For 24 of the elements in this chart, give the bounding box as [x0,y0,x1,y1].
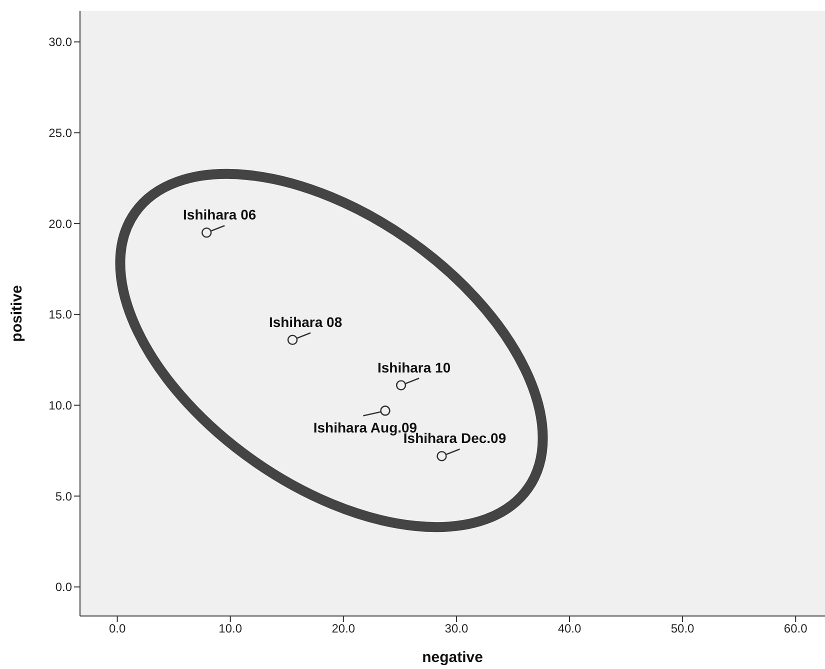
x-tick-label: 10.0 [218,622,242,636]
point [201,228,212,238]
y-tick-label: 0.0 [55,580,72,594]
x-tick-label: 40.0 [558,622,582,636]
x-axis-title: negative [422,649,483,666]
y-tick-label: 10.0 [48,398,72,413]
x-tick-label: 50.0 [670,622,695,636]
point [287,334,298,345]
y-tick-label: 20.0 [48,216,72,231]
annotation: Ishihara 10 [377,359,451,376]
point [396,380,406,390]
x-tick-label: 30.0 [444,622,468,636]
y-tick-label: 25.0 [48,126,72,140]
x-tick-label: 20.0 [332,622,356,636]
point [380,406,390,416]
y-axis-title: positive [8,285,26,342]
y-tick-label: 15.0 [48,308,72,322]
x-tick-label: 0.0 [108,622,126,636]
y-tick-label: 30.0 [48,35,72,50]
annotation: Ishihara 06 [183,206,256,223]
x-tick-label: 60.0 [784,622,808,636]
annotation: Ishihara 08 [268,314,342,330]
point [436,450,447,462]
y-tick-label: 5.0 [55,489,72,504]
